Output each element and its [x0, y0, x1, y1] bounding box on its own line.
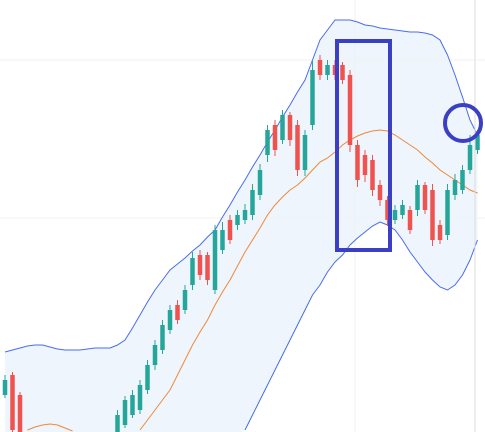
- lower-band: [244, 221, 478, 431]
- candle-body: [392, 210, 398, 220]
- candle-body: [280, 115, 285, 140]
- band-fill: [5, 20, 478, 432]
- candle-body: [445, 190, 450, 235]
- candle-body: [377, 185, 383, 200]
- candle-body: [287, 115, 293, 140]
- candle-body: [475, 135, 480, 150]
- candle-body: [325, 65, 330, 75]
- candle-body: [137, 385, 143, 410]
- candle-body: [370, 160, 375, 190]
- candle-body: [362, 155, 368, 175]
- highlight-box: [335, 39, 392, 252]
- candle-body: [265, 130, 270, 155]
- candle-body: [122, 400, 128, 425]
- candle-body: [205, 255, 210, 280]
- candle-body: [227, 220, 233, 240]
- candle-body: [302, 135, 308, 170]
- candle-body: [295, 125, 300, 170]
- band-fill-layer: [5, 20, 478, 432]
- candle-body: [437, 225, 443, 240]
- candle-body: [167, 310, 173, 330]
- candle-body: [160, 325, 165, 350]
- indicator-layer: [4, 19, 478, 432]
- candle-body: [115, 415, 120, 432]
- highlight-circle: [443, 103, 483, 143]
- candle-body: [2, 380, 8, 395]
- candle-body: [182, 290, 188, 310]
- candle-body: [220, 230, 225, 250]
- candle-body: [407, 210, 413, 230]
- candle-body: [235, 215, 240, 225]
- candle-body: [152, 345, 158, 365]
- candle-body: [430, 190, 435, 240]
- candle-layer: [2, 55, 480, 432]
- candle-body: [385, 200, 390, 220]
- candle-body: [257, 170, 263, 195]
- candle-body: [190, 258, 195, 285]
- candle-body: [250, 190, 255, 215]
- candle-body: [130, 395, 135, 415]
- candle-body: [10, 375, 15, 430]
- upper-band: [4, 19, 478, 353]
- candle-body: [242, 210, 248, 220]
- candle-body: [460, 170, 465, 190]
- candle-body: [347, 75, 353, 145]
- candle-body: [422, 185, 428, 210]
- candle-body: [467, 145, 473, 170]
- middle-band: [27, 423, 73, 432]
- candle-body: [145, 365, 150, 390]
- candle-body: [340, 65, 345, 80]
- candle-body: [452, 180, 458, 195]
- candle-body: [317, 60, 323, 75]
- candle-body: [175, 305, 180, 320]
- middle-band: [139, 129, 478, 431]
- candle-body: [310, 70, 315, 125]
- candle-body: [355, 145, 360, 180]
- candle-body: [212, 230, 218, 290]
- candle-body: [17, 395, 23, 432]
- candle-body: [197, 255, 203, 275]
- candle-body: [400, 205, 405, 215]
- candle-body: [415, 185, 420, 210]
- candle-body: [272, 125, 278, 150]
